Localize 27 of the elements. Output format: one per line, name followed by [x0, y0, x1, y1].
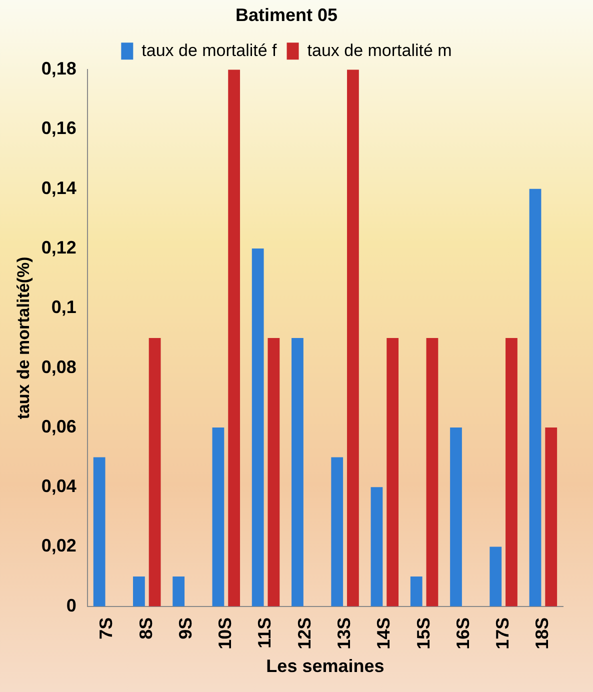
chart-title: Batiment 05 — [235, 4, 338, 25]
x-tick-label: 9S — [175, 617, 196, 640]
y-tick-label: 0,1 — [51, 297, 76, 318]
x-tick-label: 15S — [413, 617, 434, 650]
x-tick-label: 17S — [492, 617, 513, 650]
y-axis-title: taux de mortalité(%) — [14, 256, 33, 420]
y-tick-label: 0,14 — [41, 178, 76, 198]
legend-label: taux de mortalité m — [307, 40, 452, 60]
y-tick-label: 0,16 — [41, 118, 76, 138]
x-tick-label: 16S — [452, 617, 473, 650]
x-tick-label: 12S — [294, 617, 314, 650]
x-tick-label: 7S — [96, 617, 116, 640]
y-tick-label: 0,02 — [41, 536, 76, 556]
y-tick-label: 0,04 — [41, 476, 76, 496]
x-tick-label: 13S — [334, 617, 354, 650]
x-tick-label: 11S — [254, 617, 275, 648]
x-axis-title: Les semaines — [266, 656, 384, 676]
x-tick-label: 14S — [374, 617, 394, 650]
y-tick-label: 0,18 — [41, 58, 76, 79]
y-tick-label: 0,06 — [41, 416, 76, 436]
x-tick-label: 8S — [136, 617, 156, 640]
y-tick-label: 0,12 — [41, 237, 76, 258]
x-tick-label: 18S — [532, 617, 552, 650]
legend-label: taux de mortalité f — [142, 40, 278, 60]
y-tick-label: 0,08 — [41, 356, 76, 377]
y-tick-label: 0 — [66, 595, 76, 616]
x-tick-label: 10S — [215, 617, 236, 650]
